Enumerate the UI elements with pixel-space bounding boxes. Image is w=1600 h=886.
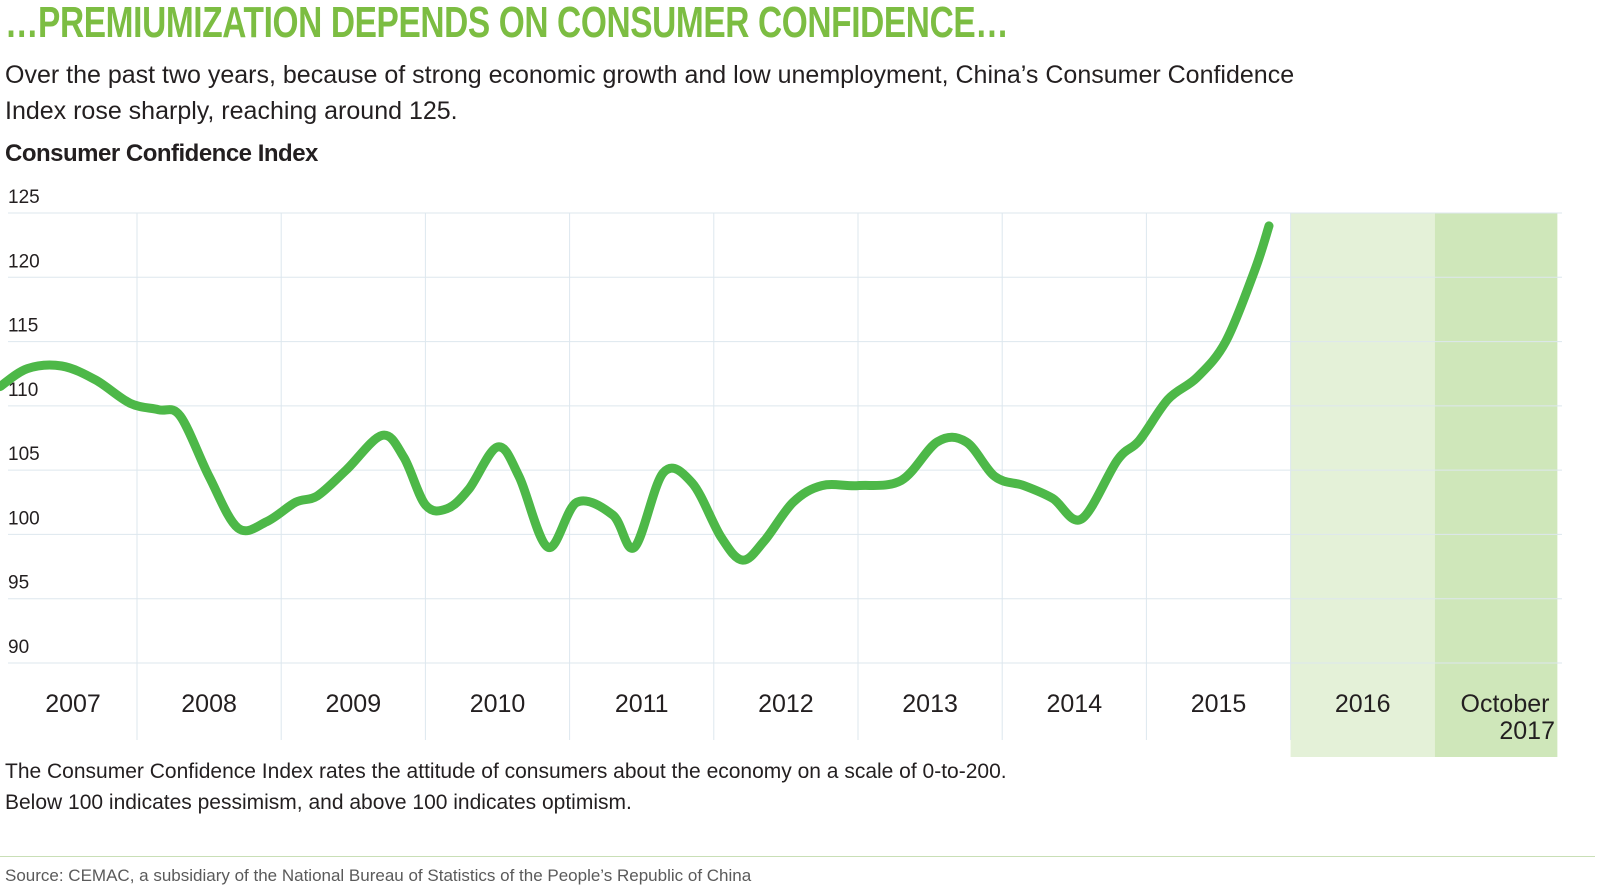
x-tick-label-2013: 2013: [902, 690, 958, 718]
y-axis: 125 120 115 110 105 100 95 90: [8, 187, 40, 658]
source-note: Source: CEMAC, a subsidiary of the Natio…: [5, 866, 752, 885]
x-tick-label-2011: 2011: [615, 690, 669, 718]
x-tick-label-2010: 2010: [470, 690, 526, 718]
source-divider: [0, 856, 1595, 857]
x-tick-label-month: October: [1461, 690, 1550, 718]
y-tick-label-110: 110: [8, 380, 38, 401]
footnote-line-2: Below 100 indicates pessimism, and above…: [5, 791, 632, 814]
y-tick-label-90: 90: [8, 637, 29, 658]
x-tick-label-2009: 2009: [325, 690, 381, 718]
subtitle: Over the past two years, because of stro…: [5, 61, 1295, 125]
highlight-band-2016: [1290, 213, 1435, 757]
footnote-line-1: The Consumer Confidence Index rates the …: [5, 760, 1007, 783]
y-tick-label-100: 100: [8, 508, 40, 529]
y-tick-label-95: 95: [8, 573, 29, 594]
highlight-band-october-2017: [1434, 213, 1558, 757]
y-tick-label-115: 115: [8, 316, 38, 337]
series-group: [0, 221, 1274, 565]
grid-lines: [8, 212, 1562, 740]
footnote: The Consumer Confidence Index rates the …: [5, 756, 1007, 818]
y-tick-label-105: 105: [8, 444, 40, 465]
x-tick-label-2008: 2008: [181, 690, 237, 718]
x-tick-label-2012: 2012: [758, 690, 814, 718]
x-tick-label-2015: 2015: [1191, 690, 1247, 718]
x-tick-label-2016: 2016: [1335, 690, 1391, 718]
x-tick-label-2017: 2017: [1499, 717, 1555, 745]
x-axis: 2007 2008 2009 2010 2011 2012 2013 2014 2015 2016…: [45, 690, 1555, 745]
y-tick-label-120: 120: [8, 251, 40, 272]
chart-title: Consumer Confidence Index: [5, 140, 318, 167]
highlight-bands: [1290, 213, 1558, 757]
y-tick-label-125: 125: [8, 187, 40, 208]
headline: …PREMIUMIZATION DEPENDS ON CONSUMER CONF…: [5, 0, 1009, 47]
series-line-0: [0, 221, 1274, 565]
x-tick-label-2014: 2014: [1046, 690, 1102, 718]
x-tick-label-2007: 2007: [45, 690, 101, 718]
